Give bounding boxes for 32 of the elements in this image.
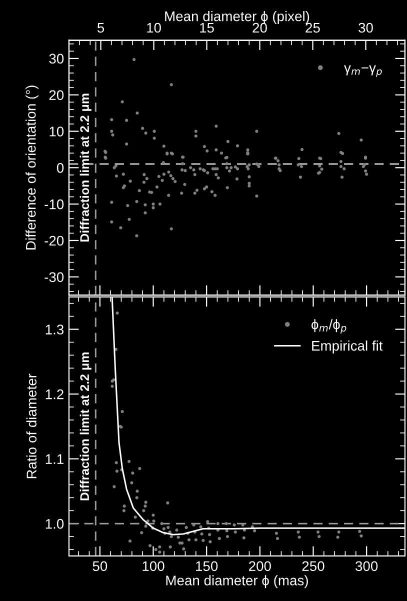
x-tick-label: 300 xyxy=(356,561,378,572)
x-tick-label: 150 xyxy=(196,561,218,572)
ref-line-label: Diffraction limit at 2.2 μm xyxy=(80,352,92,500)
legend-label: γ$_{m}$−γ$_{p}$ xyxy=(344,65,382,77)
x-tick-label: 250 xyxy=(302,561,324,572)
y-tick-label: -20 xyxy=(44,236,64,246)
y-tick-label: 1.3 xyxy=(46,324,64,334)
legend-label: Empirical fit xyxy=(312,340,383,354)
y-tick-label: 30 xyxy=(49,54,64,64)
y-tick-label: 0 xyxy=(56,163,64,173)
x-tick-label: 100 xyxy=(142,561,164,572)
y-tick-label: -30 xyxy=(44,272,64,282)
x-axis-title: Mean diameter ϕ (mas) xyxy=(166,575,308,588)
y-axis-title: Difference of orientation (°) xyxy=(26,86,38,250)
y-tick-label: 1.2 xyxy=(46,389,64,400)
x2-tick-label: 30 xyxy=(358,22,373,33)
x2-tick-label: 20 xyxy=(252,22,267,33)
y-tick-label: 1.1 xyxy=(46,454,64,464)
x-tick-label: 50 xyxy=(92,561,108,572)
y-axis-title: Ratio of diameter xyxy=(26,374,37,478)
x2-tick-label: 5 xyxy=(97,22,104,33)
legend-label: ϕ$_{m}$/ϕ$_{p}$ xyxy=(312,319,346,334)
y-tick-label: -10 xyxy=(44,199,64,210)
x2-axis-title: Mean diameter ϕ (pixel) xyxy=(165,11,310,24)
ref-line-label: Diffraction limit at 2.2 μm xyxy=(80,94,92,242)
y-tick-label: 20 xyxy=(49,90,64,100)
x2-tick-label: 25 xyxy=(306,22,320,33)
y-tick-label: 10 xyxy=(50,126,64,136)
x-tick-label: 200 xyxy=(249,561,271,572)
x2-tick-label: 15 xyxy=(200,22,214,33)
y-tick-label: 1.0 xyxy=(46,518,64,529)
x2-tick-label: 10 xyxy=(147,22,161,33)
